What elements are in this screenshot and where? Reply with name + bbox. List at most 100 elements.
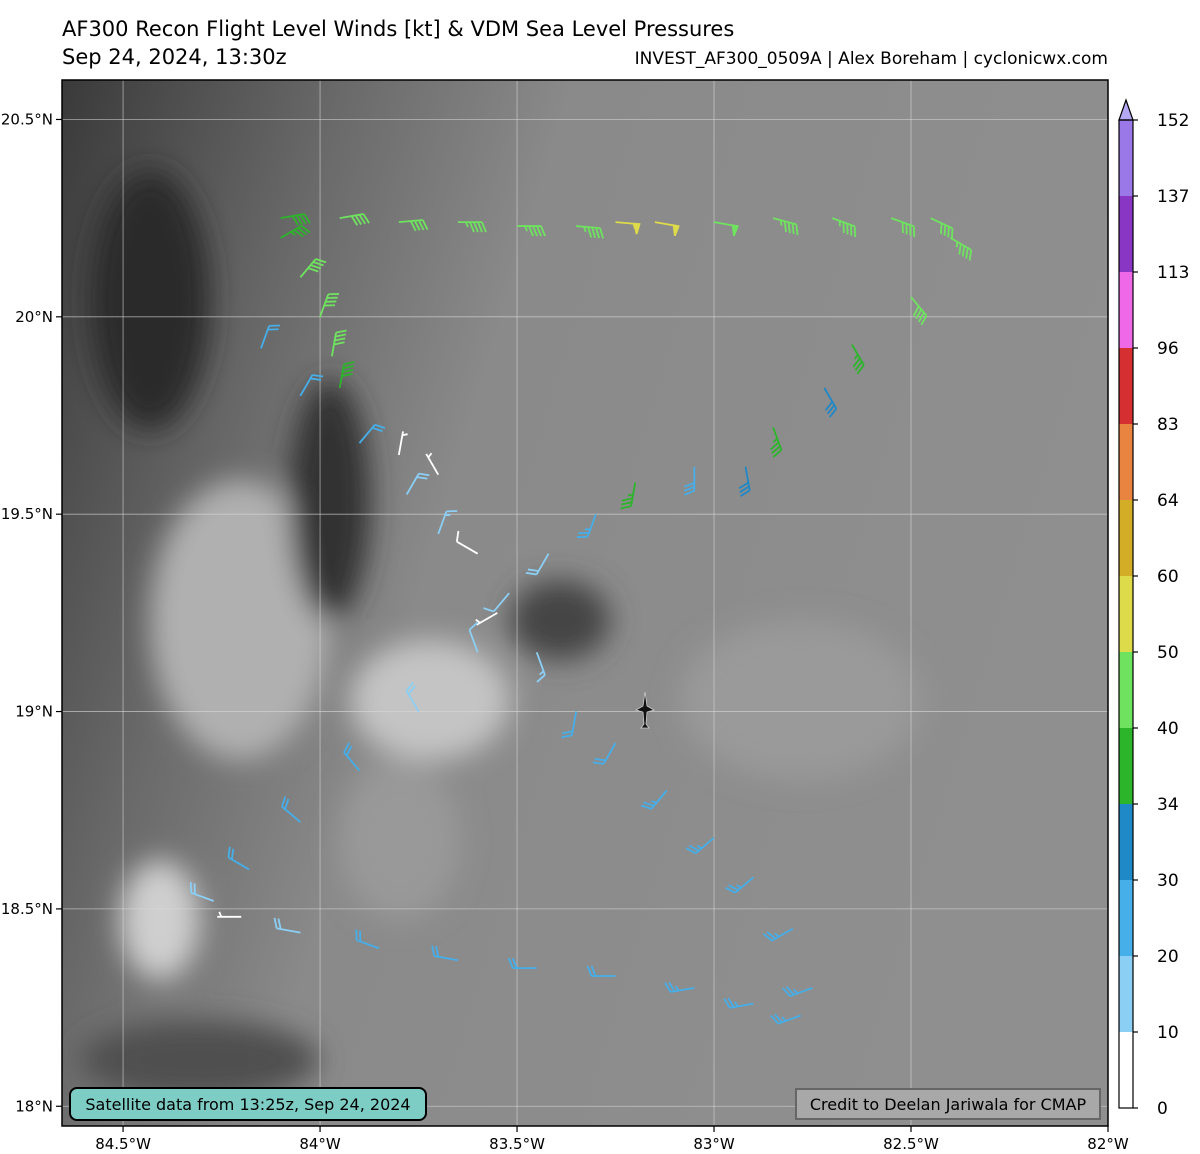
barb-full — [621, 501, 632, 506]
wind-barb — [260, 324, 280, 349]
barb-half — [402, 433, 408, 437]
wind-barb — [576, 225, 605, 239]
barb-staff — [437, 511, 448, 535]
barb-full — [917, 311, 925, 323]
barb-full — [295, 214, 303, 226]
barb-staff — [343, 751, 361, 772]
wind-barb — [280, 213, 311, 226]
barb-full — [725, 886, 736, 894]
subtitle: Sep 24, 2024, 13:30z — [62, 45, 287, 69]
colorbar-segment — [1119, 956, 1133, 1032]
barb-full — [343, 365, 354, 370]
barb-full — [293, 229, 304, 238]
wind-barb — [576, 513, 597, 538]
barb-half — [584, 528, 591, 531]
barb-half — [524, 225, 528, 232]
barb-full — [621, 497, 633, 502]
barb-full — [740, 489, 751, 497]
barb-full — [599, 227, 605, 239]
barb-full — [483, 607, 495, 613]
wind-barb — [685, 837, 715, 855]
barb-staff — [777, 1014, 802, 1025]
barb-full — [281, 796, 287, 807]
barb-full — [358, 214, 366, 225]
barb-staff — [358, 424, 376, 444]
satellite-note-box: Satellite data from 13:25z, Sep 24, 2024 — [69, 1087, 427, 1121]
x-tick-label: 84°W — [299, 1135, 341, 1150]
x-tick-label: 84.5°W — [95, 1135, 151, 1150]
barb-staff — [771, 927, 794, 942]
barb-full — [846, 223, 849, 235]
wind-barb — [273, 917, 301, 934]
colorbar-segment — [1119, 728, 1133, 804]
barb-full — [310, 264, 322, 270]
wind-barb — [713, 221, 739, 237]
wind-barb — [949, 237, 973, 261]
barb-half — [465, 221, 469, 228]
colorbar-segment — [1119, 500, 1133, 576]
y-tick-label: 20°N — [15, 308, 53, 326]
barb-full — [739, 485, 750, 493]
barb-full — [307, 267, 319, 273]
barb-full — [273, 917, 278, 929]
colorbar-segment — [1119, 804, 1133, 880]
wind-barb — [525, 553, 550, 576]
barb-full — [769, 441, 780, 451]
barb-full — [421, 219, 429, 231]
barb-full — [688, 844, 700, 852]
barb-full — [325, 300, 337, 303]
wind-barb — [319, 293, 340, 318]
wind-barb — [280, 225, 311, 239]
wind-barb — [769, 427, 783, 458]
barb-half — [475, 618, 481, 624]
wind-barb — [468, 621, 479, 653]
barb-full — [312, 374, 324, 378]
colorbar-label: 20 — [1157, 947, 1179, 967]
barb-staff — [851, 344, 865, 366]
wind-barb — [535, 652, 546, 683]
wind-barb — [281, 796, 301, 823]
barb-full — [417, 219, 425, 231]
barb-staff — [789, 987, 813, 997]
barb-half — [651, 800, 657, 804]
barb-full — [409, 220, 417, 232]
y-tick-label: 18.5°N — [1, 900, 53, 918]
barb-full — [664, 982, 672, 993]
colorbar-segment — [1119, 576, 1133, 652]
wind-barb — [339, 213, 370, 226]
barb-pennant — [633, 222, 641, 235]
barb-full — [683, 485, 695, 492]
barb-full — [828, 408, 838, 418]
barb-full — [791, 223, 795, 235]
wind-barb — [654, 221, 680, 237]
barb-staff — [734, 876, 755, 894]
barb-half — [445, 514, 451, 517]
barb-half — [538, 670, 545, 676]
wind-barb — [851, 344, 865, 375]
barb-full — [901, 222, 904, 234]
barb-full — [785, 986, 795, 996]
barb-half — [781, 1016, 787, 1022]
colorbar-extend — [1118, 98, 1134, 121]
barb-full — [592, 761, 604, 765]
barb-full — [591, 227, 597, 239]
x-tick-label: 82.5°W — [883, 1135, 939, 1150]
colorbar-label: 0 — [1157, 1099, 1168, 1119]
barb-full — [850, 224, 853, 236]
cloud-texture — [80, 170, 920, 1100]
barb-full — [315, 258, 327, 264]
wind-barbs — [189, 213, 973, 1025]
barb-full — [507, 957, 514, 969]
barb-full — [856, 364, 865, 375]
barb-full — [345, 745, 353, 756]
colorbar-label: 83 — [1157, 415, 1179, 435]
wind-barb — [189, 882, 214, 902]
barb-full — [333, 341, 345, 346]
colorbar-segment — [1119, 120, 1133, 196]
barb-half — [772, 437, 778, 443]
wind-barb — [358, 423, 386, 444]
barb-full — [824, 401, 834, 411]
barb-full — [227, 846, 231, 858]
barb-staff — [823, 387, 838, 410]
colorbar-segment — [1119, 1032, 1133, 1108]
